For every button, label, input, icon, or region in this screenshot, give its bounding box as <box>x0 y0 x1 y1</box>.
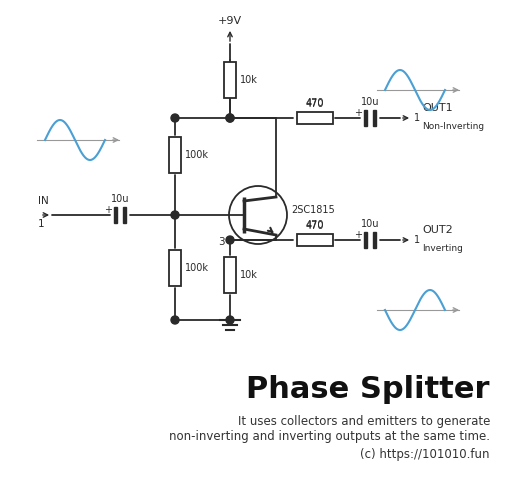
Text: +: + <box>354 108 362 118</box>
Bar <box>297 234 333 246</box>
Circle shape <box>171 316 179 324</box>
Text: 2SC1815: 2SC1815 <box>291 205 335 215</box>
Bar <box>364 232 367 248</box>
Text: 100k: 100k <box>185 150 209 160</box>
Bar <box>297 112 333 124</box>
Text: Non-Inverting: Non-Inverting <box>422 122 484 131</box>
Text: +9V: +9V <box>218 16 242 26</box>
Circle shape <box>171 114 179 122</box>
Text: 1: 1 <box>414 235 420 245</box>
Text: 100k: 100k <box>185 263 209 273</box>
Bar <box>169 137 181 173</box>
Text: 10u: 10u <box>361 219 379 229</box>
Text: Inverting: Inverting <box>422 244 463 253</box>
Bar <box>373 110 376 126</box>
Text: 1: 1 <box>38 219 45 229</box>
Circle shape <box>171 211 179 219</box>
Text: 470: 470 <box>306 220 324 230</box>
Text: +: + <box>354 230 362 240</box>
Text: 470: 470 <box>306 221 324 231</box>
Bar <box>114 207 117 223</box>
Text: It uses collectors and emitters to generate: It uses collectors and emitters to gener… <box>238 415 490 428</box>
Text: OUT1: OUT1 <box>422 103 453 113</box>
Bar <box>224 257 236 293</box>
Text: non-inverting and inverting outputs at the same time.: non-inverting and inverting outputs at t… <box>169 430 490 443</box>
Text: IN: IN <box>38 196 49 206</box>
Circle shape <box>229 186 287 244</box>
Bar <box>224 62 236 98</box>
Text: Phase Splitter: Phase Splitter <box>246 375 490 404</box>
Bar <box>123 207 126 223</box>
Circle shape <box>226 236 234 244</box>
Circle shape <box>226 114 234 122</box>
Text: +: + <box>104 205 112 215</box>
Bar <box>169 250 181 286</box>
Text: 470: 470 <box>306 98 324 108</box>
Text: 1: 1 <box>414 113 420 123</box>
Text: 10u: 10u <box>111 194 129 204</box>
Circle shape <box>226 316 234 324</box>
Text: OUT2: OUT2 <box>422 225 453 235</box>
Text: 10k: 10k <box>240 75 258 85</box>
Text: 3: 3 <box>219 237 225 247</box>
Text: 10u: 10u <box>361 97 379 107</box>
Bar <box>364 110 367 126</box>
Text: (c) https://101010.fun: (c) https://101010.fun <box>360 448 490 461</box>
Bar <box>373 232 376 248</box>
Text: 470: 470 <box>306 99 324 109</box>
Text: 10k: 10k <box>240 270 258 280</box>
Circle shape <box>226 114 234 122</box>
